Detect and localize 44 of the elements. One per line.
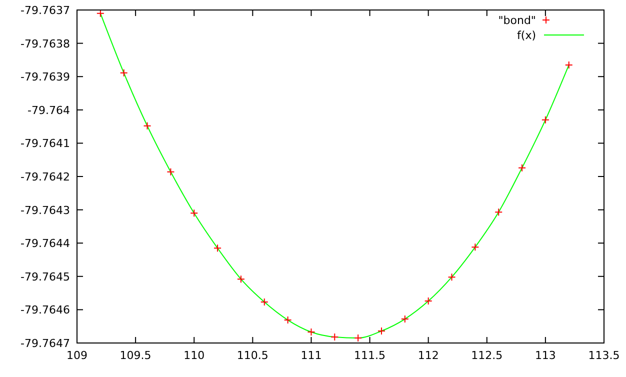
point [260,298,268,306]
x-tick-label: 109 [66,349,88,362]
x-tick-label: 112 [418,349,439,362]
y-tick-label: -79.7643 [20,204,70,217]
point [354,334,362,342]
point [236,275,245,284]
x-tick-label: 111.5 [354,349,386,362]
y-tick-label: -79.7646 [20,304,70,317]
y-tick-label: -79.764 [28,104,70,117]
point [307,328,316,336]
point [284,316,292,324]
point [120,68,128,77]
x-tick-label: 113.5 [588,349,620,362]
point [400,315,409,324]
x-tick-label: 112.5 [471,349,503,362]
point [424,297,432,306]
point [190,209,198,218]
point [541,116,550,124]
point [494,208,503,216]
y-tick-label: -79.7644 [20,237,70,250]
point [166,168,175,176]
point [377,327,386,336]
y-tick-label: -79.7638 [20,37,70,50]
x-tick-label: 111 [300,349,322,362]
legend-label: "bond" [498,14,536,27]
y-tick-label: -79.7639 [20,70,70,84]
y-tick-label: -79.7647 [20,337,70,350]
point [143,122,152,130]
x-tick-label: 110 [184,349,205,362]
x-tick-label: 110.5 [236,349,268,362]
y-tick-label: -79.7645 [20,270,70,284]
y-tick-label: -79.7642 [20,170,70,184]
point [564,60,573,69]
point [471,243,480,252]
point [330,333,339,342]
point [448,273,456,282]
line-series [100,12,570,339]
point [214,244,222,252]
legend-label: f(x) [517,29,536,42]
y-tick-label: -79.7637 [20,4,70,17]
x-tick-label: 109.5 [120,349,152,362]
x-tick-label: 113 [534,349,556,362]
y-tick-label: -79.7641 [20,137,70,150]
point [518,164,526,172]
